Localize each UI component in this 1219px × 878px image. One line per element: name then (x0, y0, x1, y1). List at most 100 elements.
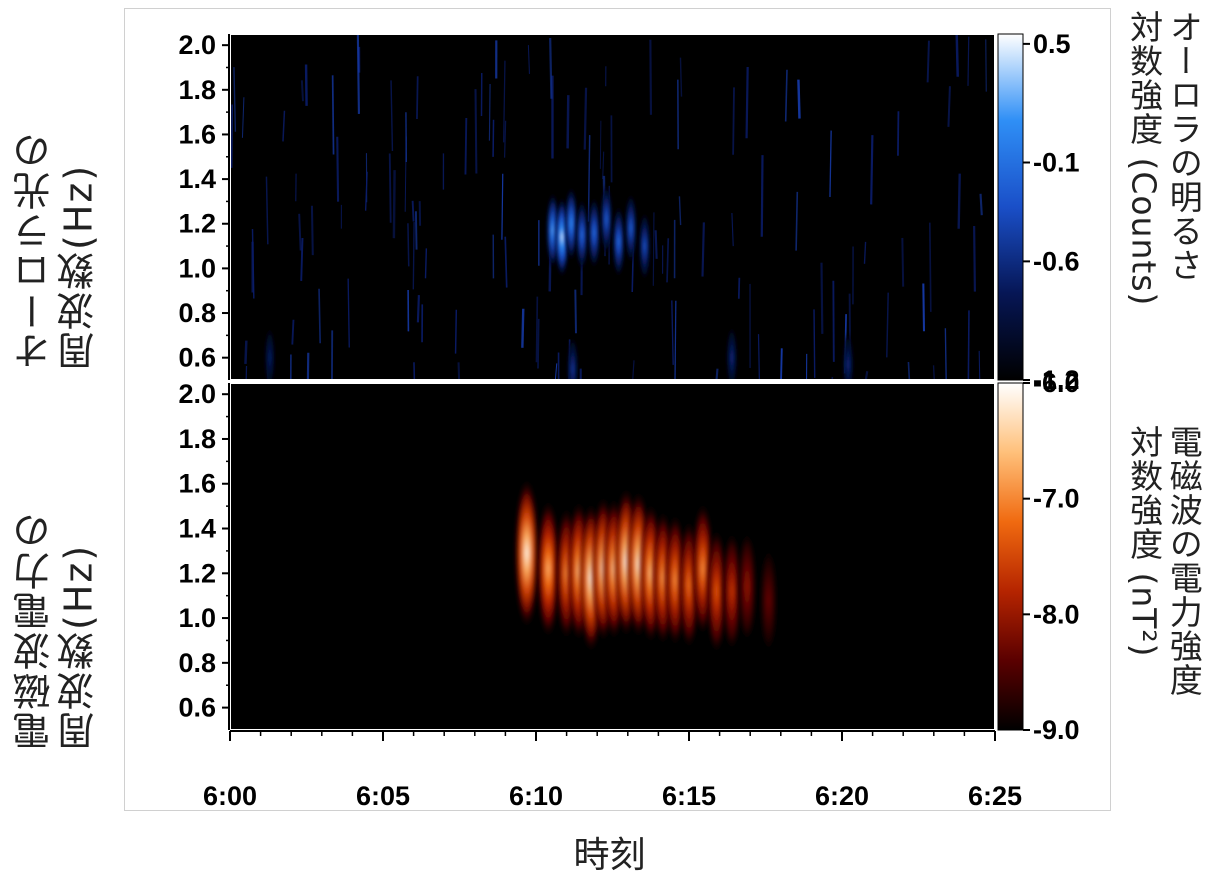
noise-streak (390, 153, 391, 222)
noise-streak (600, 121, 601, 169)
y-tick-label: 1.2 (178, 209, 216, 239)
noise-streak (739, 278, 740, 299)
y-tick-label: 1.6 (178, 469, 216, 499)
noise-streak (781, 348, 782, 380)
noise-streak (426, 248, 427, 278)
noise-streak (394, 170, 395, 238)
noise-streak (866, 371, 867, 380)
noise-streak (898, 111, 899, 156)
x-tick-label: 6:20 (815, 781, 869, 811)
colorbar-tick-label: -7.0 (1033, 484, 1080, 514)
noise-streak (456, 310, 457, 354)
x-tick-label: 6:00 (203, 781, 257, 811)
spectral-blob (624, 190, 637, 266)
noise-streak (798, 80, 799, 119)
noise-streak (476, 89, 477, 173)
x-tick-label: 6:15 (662, 781, 716, 811)
y-tick-label: 0.8 (178, 648, 216, 678)
noise-streak (959, 174, 960, 229)
noise-streak (934, 365, 935, 380)
noise-streak (413, 222, 414, 289)
noise-streak (568, 95, 569, 148)
noise-streak (333, 75, 334, 154)
noise-streak (337, 137, 338, 202)
noise-streak (928, 41, 929, 83)
noise-streak (301, 238, 302, 281)
y-tick-label: 1.8 (178, 424, 216, 454)
noise-streak (306, 65, 307, 106)
spectral-blob (638, 209, 651, 283)
noise-streak (957, 35, 958, 77)
colorbar-tick-label: -9.0 (1033, 715, 1080, 745)
colorbar-top (998, 34, 1023, 380)
noise-streak (656, 230, 657, 259)
noise-streak (650, 40, 651, 115)
noise-streak (979, 351, 980, 379)
y-tick-label: 1.8 (178, 75, 216, 105)
noise-streak (536, 297, 537, 363)
spectral-blob (575, 196, 589, 274)
spectral-blob (612, 203, 626, 281)
noise-streak (733, 87, 734, 154)
noise-streak (232, 104, 233, 167)
noise-streak (418, 295, 419, 322)
colorbar-tick-label: -8.0 (1033, 599, 1080, 629)
noise-streak (245, 341, 246, 364)
noise-streak (312, 206, 313, 255)
noise-streak (747, 67, 748, 138)
noise-streak (302, 80, 303, 101)
y-tick-label: 2.0 (178, 379, 216, 409)
noise-streak (981, 194, 982, 215)
noise-streak (902, 238, 903, 287)
y-tick-label: 1.2 (178, 558, 216, 588)
x-tick-label: 6:25 (968, 781, 1022, 811)
spectral-blob (514, 473, 540, 633)
noise-streak (502, 174, 503, 240)
noise-streak (417, 76, 418, 119)
noise-streak (945, 328, 946, 380)
noise-streak (974, 226, 975, 292)
noise-streak (575, 290, 576, 334)
colorbar-tick-label: -0.6 (1033, 246, 1080, 276)
noise-streak (908, 362, 909, 380)
noise-streak (871, 135, 872, 204)
colorbar-tick-label: -6.0 (1033, 368, 1080, 398)
y-tick-label: 0.6 (178, 343, 216, 373)
noise-streak (821, 263, 822, 334)
noise-streak (538, 319, 539, 369)
spectral-blob (600, 181, 613, 257)
y-tick-label: 0.6 (178, 693, 216, 723)
noise-streak (968, 310, 969, 380)
noise-streak (408, 223, 409, 266)
y-tick-label: 1.6 (178, 119, 216, 149)
x-axis-title: 時刻 (0, 826, 1219, 878)
y-tick-label: 1.0 (178, 603, 216, 633)
colorbar-tick-label: -0.1 (1033, 148, 1080, 178)
noise-streak (459, 362, 460, 380)
noise-streak (653, 212, 654, 285)
colorbar-tick-label: 0.5 (1033, 29, 1071, 59)
spectral-blob (737, 527, 756, 647)
noise-streak (413, 201, 414, 222)
y-tick-label: 2.0 (178, 30, 216, 60)
spectral-blob (759, 543, 777, 657)
noise-streak (968, 37, 969, 86)
noise-streak (319, 289, 320, 343)
noise-streak (416, 211, 417, 249)
noise-streak (465, 118, 466, 175)
noise-streak (703, 222, 704, 276)
spectral-blob (587, 194, 601, 272)
y-tick-label: 1.4 (178, 514, 216, 544)
noise-streak (522, 309, 523, 348)
y-tick-label: 1.0 (178, 253, 216, 283)
noise-streak (292, 320, 293, 345)
noise-streak (550, 38, 551, 99)
y-tick-label: 0.8 (178, 298, 216, 328)
colorbar-bottom (998, 383, 1023, 730)
noise-streak (585, 88, 586, 150)
spectral-blob (264, 324, 276, 392)
noise-streak (923, 283, 924, 331)
noise-streak (358, 35, 359, 114)
x-tick-label: 6:05 (356, 781, 410, 811)
